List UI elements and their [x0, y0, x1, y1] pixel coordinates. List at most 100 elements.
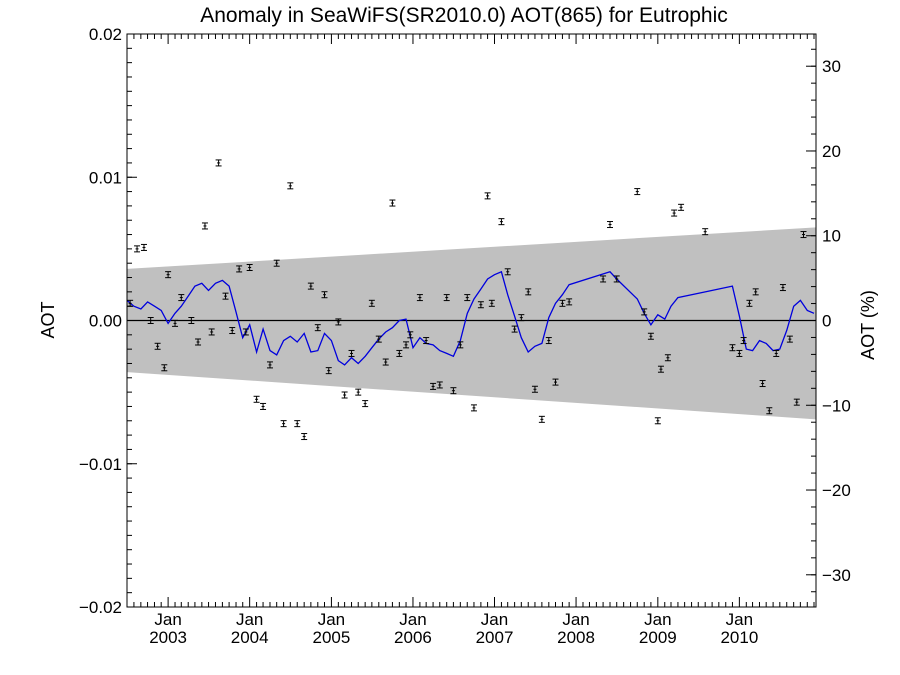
data-point	[165, 271, 172, 279]
data-point	[657, 365, 664, 373]
y2-axis-label: AOT (%)	[858, 290, 878, 360]
data-point	[362, 400, 369, 408]
data-point	[287, 182, 294, 190]
y-tick-label: 0.02	[89, 25, 122, 44]
y2-tick-label: 30	[822, 57, 841, 76]
data-point	[477, 301, 484, 309]
data-point	[752, 288, 759, 296]
data-point	[178, 294, 185, 302]
data-point	[147, 317, 154, 324]
x-tick-year-label: 2008	[557, 628, 595, 647]
y-tick-label: 0.00	[89, 312, 122, 331]
data-point	[464, 294, 471, 302]
data-point	[301, 433, 308, 441]
x-tick-month-label: Jan	[726, 610, 753, 629]
x-tick-month-label: Jan	[481, 610, 508, 629]
data-point	[253, 395, 260, 403]
data-point	[208, 328, 215, 336]
data-point	[201, 222, 208, 230]
data-point	[396, 349, 403, 357]
data-point	[641, 308, 648, 316]
data-point	[260, 402, 267, 410]
data-point	[773, 349, 780, 357]
data-point	[746, 299, 753, 307]
data-point	[266, 361, 273, 369]
data-point	[702, 228, 709, 236]
y2-tick-label: 0	[822, 312, 831, 331]
data-point	[188, 317, 195, 324]
x-tick-year-label: 2004	[231, 628, 269, 647]
data-point	[525, 288, 532, 296]
x-tick-year-label: 2010	[720, 628, 758, 647]
data-point	[759, 380, 766, 388]
x-tick-month-label: Jan	[318, 610, 345, 629]
x-tick-month-label: Jan	[399, 610, 426, 629]
x-tick-year-label: 2009	[639, 628, 677, 647]
data-point	[607, 221, 614, 229]
data-point	[654, 417, 661, 425]
data-point	[518, 314, 525, 322]
data-point	[793, 398, 800, 406]
data-point	[511, 325, 518, 333]
data-point	[736, 349, 743, 357]
data-point	[236, 265, 243, 273]
data-point	[647, 332, 654, 340]
data-point	[134, 245, 141, 253]
data-point	[368, 299, 375, 307]
data-point	[341, 391, 348, 399]
data-point	[779, 284, 786, 292]
data-point	[335, 318, 342, 326]
data-point	[140, 243, 147, 251]
data-point	[403, 341, 410, 349]
data-point	[375, 335, 382, 343]
data-point	[729, 344, 736, 352]
data-point	[531, 385, 538, 393]
y2-tick-label: −20	[822, 481, 851, 500]
data-point	[566, 298, 573, 306]
y-tick-label: −0.01	[79, 455, 122, 474]
x-tick-month-label: Jan	[562, 610, 589, 629]
data-point	[664, 354, 671, 362]
data-point	[273, 259, 280, 267]
data-point	[307, 282, 314, 290]
data-point	[280, 420, 287, 428]
data-point	[215, 159, 222, 167]
uncertainty-band	[127, 227, 816, 420]
data-point	[740, 337, 747, 345]
data-point	[470, 404, 477, 412]
data-point	[229, 327, 236, 335]
data-point	[407, 331, 414, 339]
data-point	[766, 407, 773, 415]
data-point	[600, 275, 607, 283]
data-point	[355, 388, 362, 396]
chart-title: Anomaly in SeaWiFS(SR2010.0) AOT(865) fo…	[200, 4, 728, 27]
data-point	[172, 319, 179, 327]
y2-tick-label: −10	[822, 396, 851, 415]
y2-tick-label: 20	[822, 142, 841, 161]
data-point	[498, 218, 505, 226]
x-tick-year-label: 2007	[476, 628, 514, 647]
uncertainty-band-layer	[127, 227, 816, 420]
x-tick-year-label: 2003	[149, 628, 187, 647]
data-point	[348, 349, 355, 357]
data-point	[325, 367, 332, 375]
data-point	[321, 291, 328, 299]
data-point	[430, 382, 437, 390]
data-point	[161, 364, 168, 372]
data-point	[222, 292, 229, 300]
x-tick-year-label: 2006	[394, 628, 432, 647]
data-point	[389, 199, 396, 207]
y2-tick-label: 10	[822, 227, 841, 246]
y-axis-label: AOT	[38, 301, 58, 338]
data-point	[559, 299, 566, 307]
data-point	[488, 299, 495, 307]
data-point	[416, 294, 423, 302]
data-point	[484, 192, 491, 200]
data-point	[246, 263, 253, 271]
data-point	[294, 420, 301, 428]
x-tick-year-label: 2005	[313, 628, 351, 647]
x-tick-month-label: Jan	[644, 610, 671, 629]
data-point	[457, 341, 464, 349]
axes-layer: 0.020.010.00−0.01−0.023020100−10−20−30Ja…	[79, 25, 851, 647]
